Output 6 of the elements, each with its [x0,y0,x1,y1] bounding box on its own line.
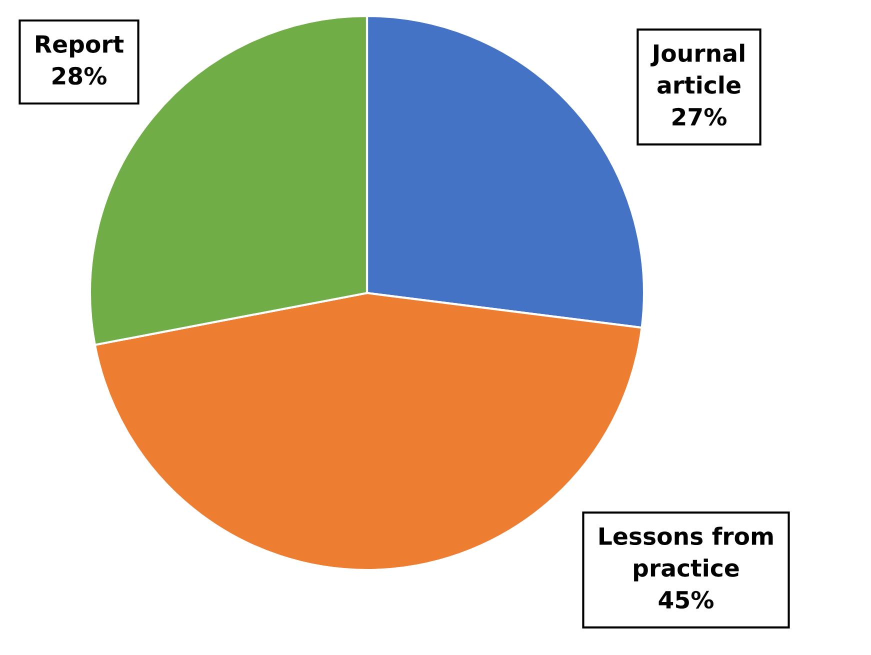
data-label: 45% [658,590,714,609]
slice-label: Journal article [650,44,744,94]
data-label: 28% [52,66,107,85]
slice-label: Lessons from practice [600,526,773,582]
data-label: 27% [672,108,727,126]
slice-label: Report [36,35,124,58]
